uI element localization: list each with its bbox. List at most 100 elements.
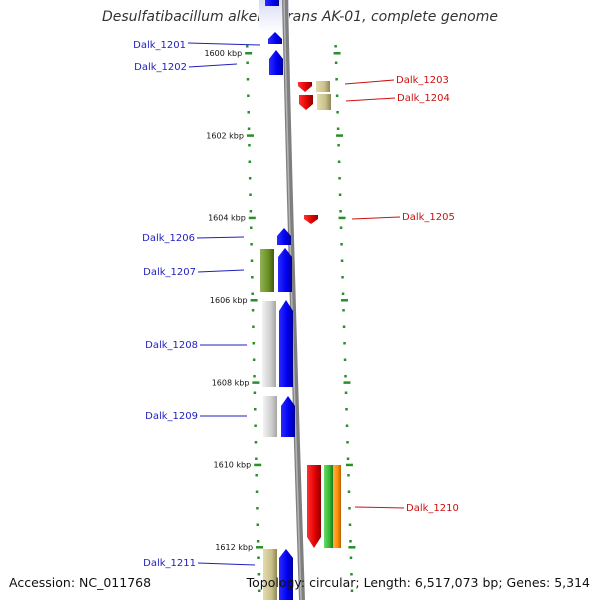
leader-line bbox=[196, 236, 245, 239]
track-dot bbox=[255, 457, 258, 460]
gene-box bbox=[317, 94, 331, 110]
track-dot bbox=[249, 193, 252, 196]
track-dot bbox=[349, 540, 352, 543]
tick-label: 1604 kbp bbox=[208, 214, 246, 223]
track-dot bbox=[337, 160, 341, 163]
gene-box bbox=[316, 81, 330, 92]
track-dot bbox=[257, 589, 261, 592]
gene-label: Dalk_1201 bbox=[133, 40, 186, 51]
track-dot bbox=[343, 358, 347, 361]
tick-mark bbox=[254, 463, 262, 467]
backbone-highlight bbox=[283, 0, 302, 600]
tick-mark bbox=[256, 546, 264, 549]
track-dot bbox=[345, 424, 349, 427]
gene-box bbox=[263, 396, 277, 437]
track-dot bbox=[343, 342, 346, 345]
track-dot bbox=[255, 490, 259, 493]
track-dot bbox=[256, 523, 260, 526]
gene-label: Dalk_1205 bbox=[402, 212, 455, 223]
track-dot bbox=[253, 391, 257, 394]
gene-arrow bbox=[281, 396, 295, 437]
track-dot bbox=[257, 556, 260, 559]
gene-label: Dalk_1202 bbox=[134, 62, 187, 73]
gene-box bbox=[324, 465, 333, 548]
gene-label: Dalk_1210 bbox=[406, 503, 459, 514]
track-dot bbox=[349, 556, 353, 559]
track-dot bbox=[346, 457, 350, 460]
track-dot bbox=[335, 94, 339, 97]
backbone-arc bbox=[282, 0, 305, 600]
gene-arrow bbox=[269, 50, 283, 75]
track-dot bbox=[347, 474, 350, 477]
gene-box bbox=[260, 249, 274, 292]
track-dot bbox=[342, 309, 345, 312]
gene-box bbox=[263, 549, 277, 600]
track-dot bbox=[345, 408, 348, 411]
tick-label: 1602 kbp bbox=[206, 131, 244, 140]
tick-label: 1610 kbp bbox=[214, 461, 252, 470]
track-dot bbox=[256, 540, 260, 543]
track-dot bbox=[340, 259, 344, 262]
track-dot bbox=[341, 276, 344, 279]
track-dot bbox=[257, 573, 261, 576]
topology-text: Topology: circular; Length: 6,517,073 bp… bbox=[246, 575, 590, 590]
track-dot bbox=[253, 408, 257, 411]
accession-text: Accession: NC_011768 bbox=[9, 575, 152, 590]
gene-box bbox=[333, 465, 341, 548]
track-dot bbox=[248, 144, 251, 147]
track-dot bbox=[246, 45, 249, 48]
gene-features bbox=[260, 0, 341, 600]
track-dot bbox=[251, 276, 254, 279]
gene-labels: Dalk_1201 Dalk_1202 Dalk_1203 Dalk_1204 Dalk… bbox=[133, 40, 459, 569]
track-dot bbox=[348, 523, 352, 526]
gene-box bbox=[262, 301, 276, 387]
gene-arrow bbox=[279, 549, 293, 600]
track-dot bbox=[339, 226, 343, 229]
track-dot bbox=[247, 127, 251, 130]
tick-label: 1600 kbp bbox=[204, 49, 242, 58]
track-dot bbox=[252, 342, 256, 345]
tick-label: 1608 kbp bbox=[212, 378, 250, 387]
tick-label: 1606 kbp bbox=[210, 296, 248, 305]
gene-label: Dalk_1204 bbox=[397, 93, 450, 104]
leader-line bbox=[188, 63, 238, 68]
track-dot bbox=[254, 441, 258, 444]
track-dot bbox=[250, 259, 254, 262]
gene-arrow bbox=[279, 300, 293, 387]
track-dot bbox=[256, 507, 259, 510]
tick-mark bbox=[345, 463, 353, 467]
leader-line bbox=[344, 79, 395, 85]
track-dot bbox=[254, 424, 257, 427]
track-dot bbox=[346, 441, 349, 444]
tick-mark bbox=[246, 134, 254, 137]
track-dot bbox=[339, 210, 342, 213]
track-dot bbox=[252, 358, 256, 361]
track-dot bbox=[344, 375, 347, 378]
track-dot bbox=[249, 210, 253, 213]
tick-mark bbox=[338, 216, 346, 220]
gene-arrow bbox=[265, 0, 279, 6]
gene-arrow bbox=[278, 248, 292, 292]
track-dot bbox=[342, 325, 346, 328]
track-dot bbox=[247, 111, 250, 114]
map-title: Desulfatibacillum alkenivorans AK-01, co… bbox=[101, 9, 499, 25]
track-dot bbox=[251, 309, 255, 312]
leader-line bbox=[351, 216, 401, 220]
gene-label: Dalk_1203 bbox=[396, 75, 449, 86]
track-dot bbox=[337, 144, 340, 147]
track-dot bbox=[350, 573, 353, 576]
tick-mark bbox=[341, 299, 349, 302]
gene-arrow bbox=[298, 82, 312, 92]
track-dot bbox=[248, 160, 252, 163]
leader-line bbox=[345, 97, 396, 102]
tick-mark bbox=[252, 381, 260, 384]
track-dot bbox=[347, 490, 351, 493]
gene-label: Dalk_1208 bbox=[145, 340, 198, 351]
tick-dots bbox=[246, 45, 354, 592]
track-dot bbox=[350, 589, 354, 592]
track-dot bbox=[341, 292, 345, 295]
track-dot bbox=[247, 94, 250, 97]
track-dot bbox=[246, 61, 249, 64]
track-dot bbox=[335, 78, 338, 81]
